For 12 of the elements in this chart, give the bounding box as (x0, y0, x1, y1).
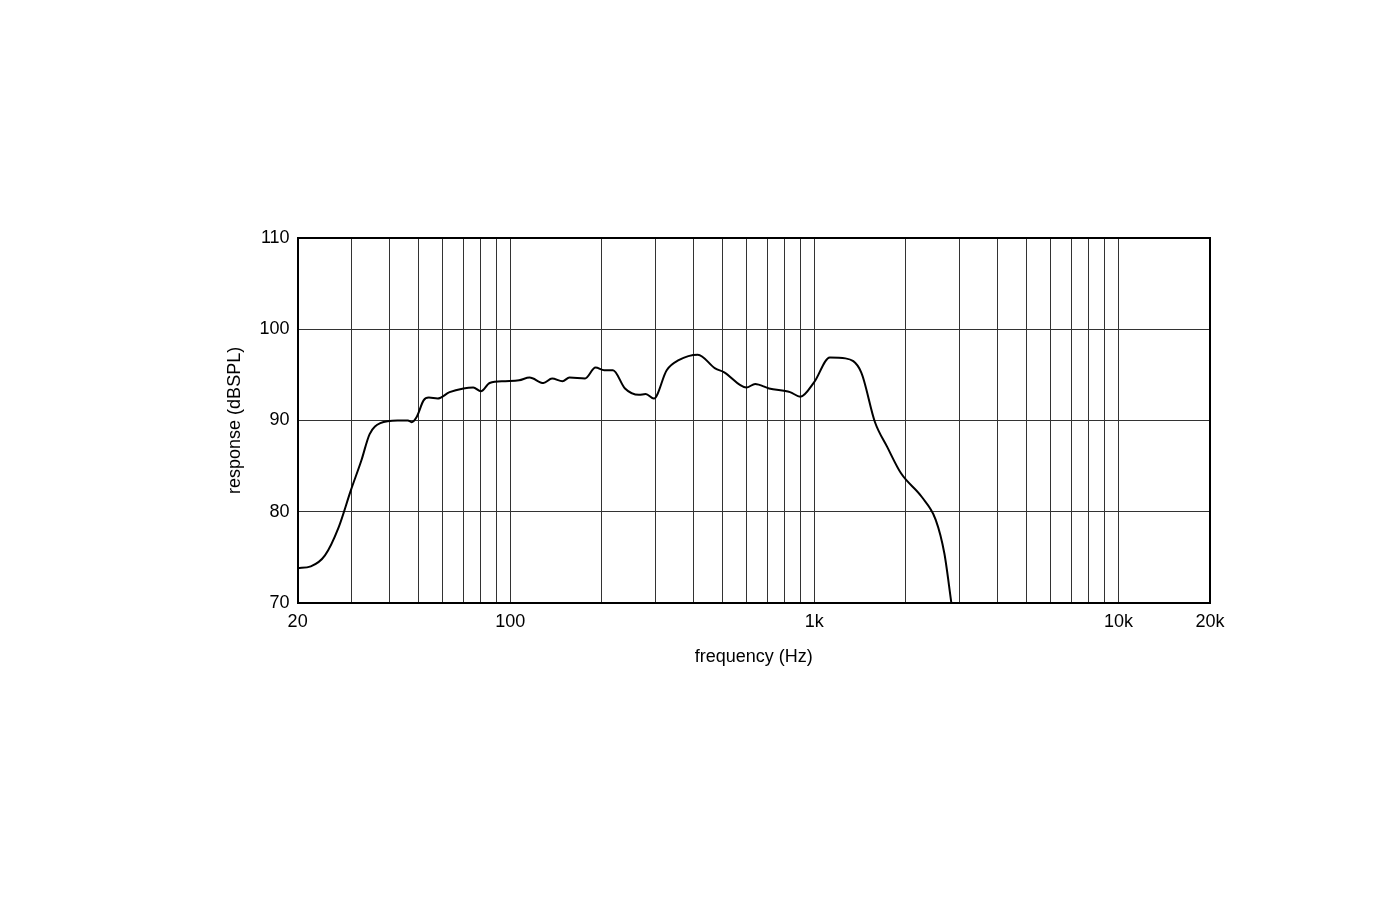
x-tick-label: 1k (804, 610, 825, 631)
x-tick-label: 100 (495, 610, 526, 631)
y-axis-title: response (dBSPL) (223, 346, 244, 494)
y-tick-label: 100 (259, 318, 290, 339)
x-axis-title: frequency (Hz) (694, 646, 813, 667)
y-tick-label: 70 (269, 591, 290, 612)
x-tick-label: 20 (287, 610, 308, 631)
y-tick-label: 110 (260, 226, 290, 247)
x-tick-label: 10k (1103, 610, 1134, 631)
y-tick-label: 80 (269, 500, 290, 521)
y-tick-label: 90 (269, 409, 290, 430)
x-tick-label: 20k (1195, 610, 1226, 631)
